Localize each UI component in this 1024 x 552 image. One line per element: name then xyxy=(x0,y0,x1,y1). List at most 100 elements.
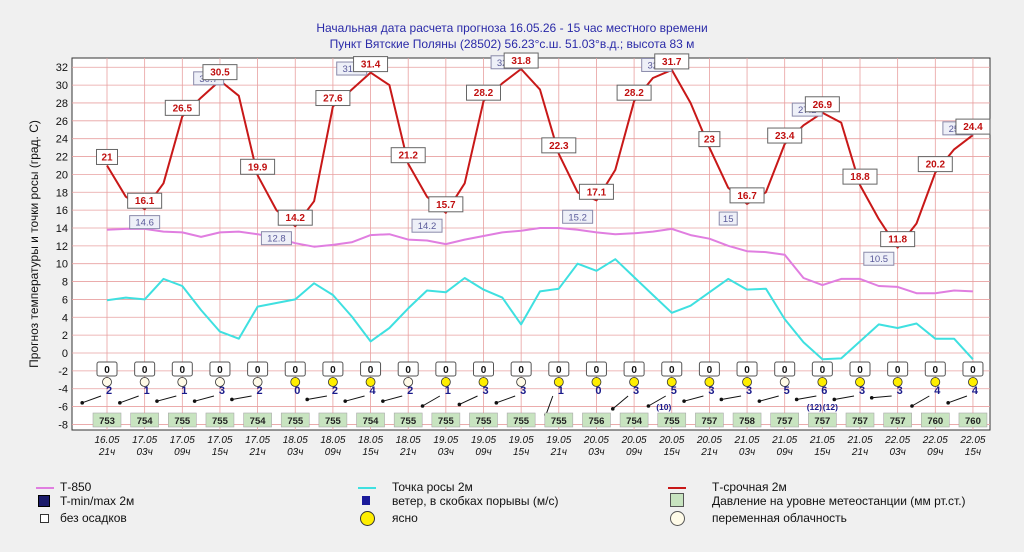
temp-box xyxy=(541,137,577,154)
pressure-box xyxy=(431,412,461,428)
pressure-value: 755 xyxy=(438,416,455,427)
temp-label: 11.8 xyxy=(880,231,916,248)
legend-t2m-label: Т-срочная 2м xyxy=(712,480,787,494)
sun-icon xyxy=(629,377,639,387)
legend-t2m-swatch xyxy=(668,487,686,489)
wind-arrow-shaft xyxy=(871,395,892,399)
forecast-chart: -8-6-4-202468101214161820222426283032Про… xyxy=(27,52,991,458)
wind-arrow-shaft xyxy=(345,395,365,402)
temp-box xyxy=(127,192,163,209)
x-tick-date: 19.05 xyxy=(471,435,496,446)
temp-value: 16.7 xyxy=(737,191,757,202)
wind-arrow-shaft xyxy=(156,395,177,402)
precip-value: 0 xyxy=(255,365,261,376)
y-tick-label: 30 xyxy=(56,80,68,92)
pressure-box xyxy=(205,412,235,428)
x-tick-date: 18.05 xyxy=(396,435,421,446)
pressure-box xyxy=(808,412,837,428)
pressure-box xyxy=(657,412,687,428)
precip-box xyxy=(849,361,871,377)
precip-value: 0 xyxy=(895,365,901,376)
legend-clear-label: ясно xyxy=(392,511,418,525)
wind-gust: (12) xyxy=(807,402,822,412)
temp-box xyxy=(654,53,690,70)
x-tick-hour: 15ч xyxy=(664,447,680,458)
pressure-box xyxy=(732,412,762,428)
x-tick-hour: 15ч xyxy=(212,447,228,458)
variable-cloud-icon xyxy=(102,377,112,387)
minmax-value: 15 xyxy=(723,214,734,225)
variable-cloud-icon xyxy=(177,377,188,387)
temp-value: 31.7 xyxy=(662,57,682,68)
precip-value: 0 xyxy=(594,365,600,376)
precip-box xyxy=(585,361,607,377)
precip-value: 0 xyxy=(669,365,675,376)
forecast-title: Начальная дата расчета прогноза 16.05.26… xyxy=(316,21,708,35)
x-tick-hour: 21ч xyxy=(550,447,567,458)
pressure-value: 755 xyxy=(513,416,530,427)
wind-arrow-shaft xyxy=(834,395,855,400)
wind-speed: 2 xyxy=(332,385,338,397)
temp-box xyxy=(315,90,351,107)
minmax-box xyxy=(863,251,895,266)
x-tick-date: 21.05 xyxy=(846,435,872,446)
pressure-value: 754 xyxy=(626,416,643,427)
temp-box xyxy=(767,127,803,144)
wind-speed: 1 xyxy=(445,385,451,397)
x-tick-date: 20.05 xyxy=(658,435,684,446)
legend-t850-label: Т-850 xyxy=(60,480,92,494)
precip-value: 0 xyxy=(142,365,148,376)
wind-arrow-shaft xyxy=(759,395,779,402)
temp-label: 22.3 xyxy=(541,137,577,154)
sun-icon xyxy=(892,377,903,387)
legend-pressure-swatch xyxy=(670,493,684,507)
minmax-label: 15 xyxy=(718,211,738,226)
wind-arrow-head xyxy=(610,407,615,411)
wind-arrow-head xyxy=(118,401,122,405)
pressure-box xyxy=(130,412,159,428)
temp-value: 11.8 xyxy=(888,235,907,246)
pressure-value: 757 xyxy=(701,416,717,427)
wind-speed: 0 xyxy=(595,385,601,397)
temp-box xyxy=(503,52,539,69)
wind-speed: 3 xyxy=(219,385,225,397)
temp-value: 30.5 xyxy=(210,68,230,79)
y-tick-label: 28 xyxy=(56,98,68,110)
precip-value: 0 xyxy=(820,365,826,376)
wind-arrow-head xyxy=(343,399,348,403)
x-tick-hour: 21ч xyxy=(98,447,115,458)
precip-value: 0 xyxy=(180,365,186,376)
precip-box xyxy=(661,361,683,377)
y-tick-label: 18 xyxy=(56,187,68,199)
precip-value: 0 xyxy=(104,365,110,376)
legend-tminmax-swatch xyxy=(38,495,50,507)
precip-value: 0 xyxy=(933,365,939,376)
wind-arrow-shaft xyxy=(496,395,516,404)
wind-speed: 4 xyxy=(369,385,376,397)
precip-box xyxy=(548,361,570,377)
wind-arrow-head xyxy=(719,397,724,402)
pressure-box xyxy=(695,412,724,428)
x-tick-hour: 03ч xyxy=(889,447,905,458)
pressure-box xyxy=(845,412,875,428)
legend-variable-label: переменная облачность xyxy=(712,511,847,525)
legend-tminmax-label: T-min/max 2м xyxy=(60,494,135,508)
wind-speed: 4 xyxy=(972,385,979,397)
legend-wind-label: ветер, в скобках порывы (м/с) xyxy=(392,494,559,508)
wind-speed: 5 xyxy=(671,385,677,397)
temp-label: 28.2 xyxy=(616,84,652,101)
precip-box xyxy=(811,361,833,377)
sun-icon xyxy=(440,377,451,387)
x-tick-date: 17.05 xyxy=(207,435,232,446)
precip-box xyxy=(397,361,419,377)
x-tick-date: 17.05 xyxy=(132,435,157,446)
legend-noprecip-label: без осадков xyxy=(60,511,127,525)
series-line-t850 xyxy=(106,227,973,295)
wind-speed: 2 xyxy=(106,385,112,397)
wind-gust: (10) xyxy=(656,402,671,412)
x-tick-hour: 03ч xyxy=(739,447,755,458)
sun-icon xyxy=(290,377,301,387)
wind-arrow-shaft xyxy=(194,395,215,402)
sun-icon xyxy=(666,377,677,387)
y-tick-label: 16 xyxy=(56,205,68,217)
